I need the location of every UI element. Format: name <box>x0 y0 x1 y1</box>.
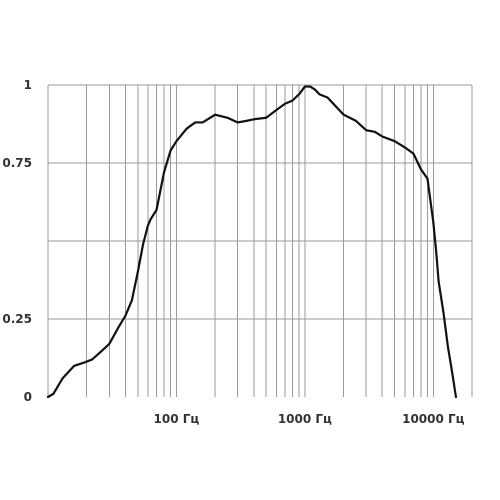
x-tick-label: 100 Гц <box>154 412 200 426</box>
plot-area <box>46 85 458 399</box>
x-tick-label: 1000 Гц <box>278 412 332 426</box>
axis-labels: 0 0.25 0.75 1 100 Гц 1000 Гц 10000 Гц <box>2 78 464 426</box>
response-curve <box>46 85 458 399</box>
x-tick-label: 10000 Гц <box>402 412 465 426</box>
y-tick-label: 1 <box>24 78 32 92</box>
y-tick-label: 0 <box>24 390 32 404</box>
grid <box>47 84 473 397</box>
y-tick-label: 0.75 <box>2 156 32 170</box>
y-tick-label: 0.25 <box>2 312 32 326</box>
